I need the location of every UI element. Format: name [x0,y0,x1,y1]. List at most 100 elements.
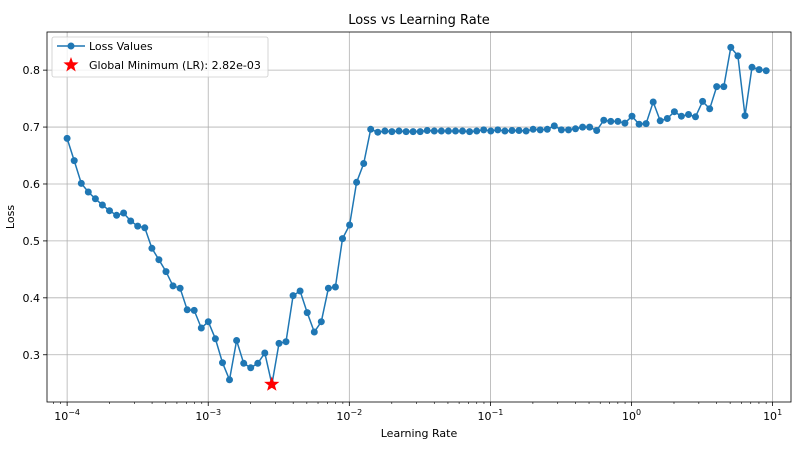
loss-value-point [197,324,205,332]
loss-value-point [289,292,297,300]
loss-value-point [459,127,466,135]
loss-value-point [240,359,248,367]
x-tick-label: 10−3 [195,408,221,423]
loss-value-point [63,134,71,142]
x-axis-label: Learning Rate [381,427,458,440]
grid-layer [47,32,791,402]
loss-value-point [148,244,156,252]
y-tick-label: 0.5 [23,235,41,248]
loss-value-point [91,195,99,203]
loss-value-point [346,221,354,229]
loss-value-point [353,178,361,186]
loss-value-point [303,309,311,317]
y-tick-label: 0.7 [23,121,41,134]
y-tick-label: 0.3 [23,349,41,362]
loss-value-point [127,217,135,225]
loss-value-point [536,126,544,134]
loss-value-point [84,188,92,196]
loss-value-point [254,359,262,367]
loss-value-point [720,83,728,91]
loss-value-point [713,83,721,91]
loss-value-point [134,222,142,230]
loss-value-point [762,67,770,75]
loss-value-point [183,306,191,314]
loss-value-point [169,282,177,290]
loss-value-point [437,127,445,135]
loss-value-point [106,207,113,215]
loss-value-point [70,157,78,165]
loss-value-point [529,125,537,133]
legend-marker-loss-values [67,42,75,50]
loss-value-point [452,127,459,135]
legend-label-loss-values: Loss Values [89,40,153,53]
series-layer [63,43,770,391]
loss-value-point [550,122,558,130]
loss-value-point [204,318,212,326]
loss-value-point [501,127,509,135]
loss-value-point [565,126,572,134]
loss-value-point [219,359,226,367]
loss-value-point [572,125,579,133]
loss-value-point [685,111,692,118]
loss-value-point [176,284,184,292]
loss-value-point [699,97,707,105]
loss-value-point [579,123,587,131]
loss-value-point [247,364,255,372]
global-minimum-star [264,376,280,391]
loss-value-point [607,117,615,125]
loss-value-point [339,235,346,243]
loss-value-point [741,112,749,120]
loss-value-point [755,66,763,74]
y-tick-label: 0.8 [23,64,41,77]
loss-value-point [233,337,241,344]
x-tick-label: 100 [622,408,641,423]
loss-value-point [649,98,657,106]
x-tick-label: 101 [763,408,782,423]
loss-value-point [430,127,438,135]
loss-value-point [734,52,742,60]
loss-value-point [423,127,431,134]
loss-value-point [487,127,495,135]
loss-value-point [388,128,396,136]
loss-value-point [402,128,410,136]
loss-value-point [310,328,318,336]
loss-value-point [635,120,643,128]
loss-value-point [190,306,198,314]
loss-value-point [331,283,339,291]
legend: Loss Values Global Minimum (LR): 2.82e-0… [51,36,269,78]
loss-value-point [211,335,219,343]
loss-value-point [628,112,636,120]
loss-value-point [557,126,565,134]
loss-value-point [677,112,685,120]
loss-value-point [614,117,622,125]
legend-marker-global-minimum [63,57,79,72]
y-tick-label: 0.4 [23,292,41,305]
loss-value-point [374,128,382,136]
chart-title: Loss vs Learning Rate [348,13,490,28]
loss-value-point [261,349,269,357]
loss-value-point [324,284,332,292]
tick-layer: 10−4 10−3 10−2 10−1 100 101 0.3 0.4 0.5 0.6 0.7 0.8 [23,64,783,423]
loss-value-point [748,63,756,71]
loss-value-point [444,127,452,135]
loss-value-point [508,127,516,134]
loss-value-point [155,256,163,264]
plot-area-frame [46,31,792,403]
legend-label-global-minimum: Global Minimum (LR): 2.82e-03 [89,59,261,72]
x-tick-label: 10−1 [478,408,504,423]
loss-value-point [381,127,389,135]
loss-value-point [98,201,106,209]
legend-box [51,36,269,78]
loss-value-point [282,338,290,346]
y-tick-label: 0.6 [23,178,41,191]
y-axis-label: Loss [4,205,17,229]
loss-value-point [494,126,502,134]
loss-value-point [621,119,629,127]
loss-value-point [141,224,149,232]
loss-value-point [706,105,714,113]
loss-value-point [522,127,530,135]
loss-value-point [727,43,735,51]
loss-value-point [275,339,283,347]
loss-value-point [113,211,121,219]
x-tick-label: 10−4 [54,408,80,423]
